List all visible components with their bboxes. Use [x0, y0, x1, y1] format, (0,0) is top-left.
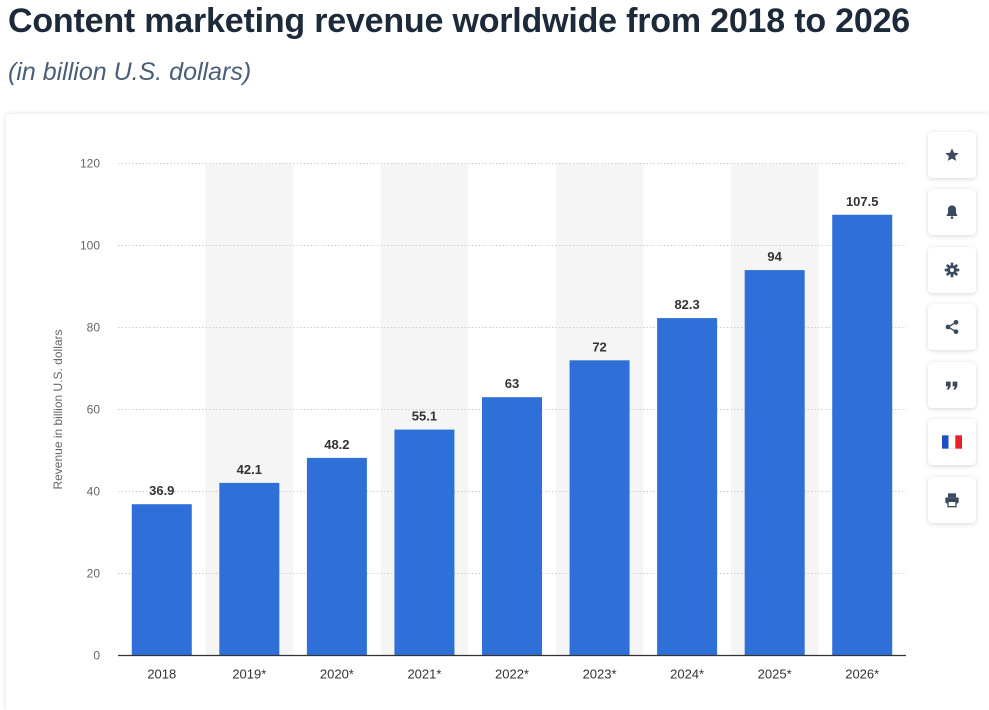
y-tick-label: 40: [87, 485, 101, 499]
chart-card: 0 20 40 60 80 100 120 Revenue in billion U.S. d…: [6, 114, 989, 710]
data-label: 42.1: [237, 462, 262, 477]
bar: [569, 360, 630, 656]
language-button[interactable]: [928, 419, 976, 465]
bar: [131, 504, 192, 656]
cite-button[interactable]: [928, 362, 976, 408]
y-tick-label: 100: [80, 239, 100, 253]
y-tick-label: 20: [87, 567, 101, 581]
bar: [832, 214, 893, 656]
bar: [306, 457, 367, 656]
y-tick-label: 80: [87, 321, 101, 335]
y-tick-label: 120: [80, 157, 100, 171]
data-label: 82.3: [674, 297, 699, 312]
x-tick-label: 2026*: [845, 667, 879, 682]
x-tick-label: 2022*: [495, 667, 529, 682]
data-label: 63: [505, 376, 519, 391]
gear-icon: [944, 262, 960, 278]
x-tick-label: 2025*: [758, 667, 792, 682]
french-flag-icon: [942, 435, 962, 449]
data-label: 94: [767, 249, 782, 264]
bar: [394, 429, 455, 656]
y-tick-label: 60: [87, 403, 101, 417]
x-tick-label: 2018: [147, 667, 176, 682]
star-icon: [945, 148, 959, 161]
data-label: 36.9: [149, 483, 174, 498]
bar: [219, 482, 280, 656]
data-label: 55.1: [412, 409, 437, 424]
quote-icon: [946, 381, 958, 390]
x-tick-label: 2024*: [670, 667, 704, 682]
bar-chart: 0 20 40 60 80 100 120 Revenue in billion U.S. d…: [51, 157, 906, 682]
share-icon: [945, 320, 959, 334]
chart-title: Content marketing revenue worldwide from…: [8, 2, 910, 40]
bell-icon: [946, 205, 958, 219]
favorite-button[interactable]: [928, 132, 976, 178]
data-label: 48.2: [324, 437, 349, 452]
data-label: 72: [592, 339, 606, 354]
share-button[interactable]: [928, 304, 976, 350]
bar: [482, 397, 542, 656]
print-button[interactable]: [928, 477, 976, 523]
x-tick-label: 2023*: [583, 667, 617, 682]
x-tick-label: 2021*: [407, 667, 441, 682]
notification-button[interactable]: [928, 189, 976, 235]
x-tick-label: 2020*: [320, 667, 354, 682]
y-axis-title: Revenue in billion U.S. dollars: [51, 329, 65, 489]
data-label: 107.5: [846, 194, 879, 209]
y-tick-label: 0: [93, 649, 100, 663]
x-tick-label: 2019*: [232, 667, 266, 682]
printer-icon: [945, 493, 959, 508]
chart-subtitle: (in billion U.S. dollars): [8, 58, 252, 86]
settings-button[interactable]: [928, 247, 976, 293]
bar: [744, 270, 805, 656]
bar: [657, 318, 718, 656]
